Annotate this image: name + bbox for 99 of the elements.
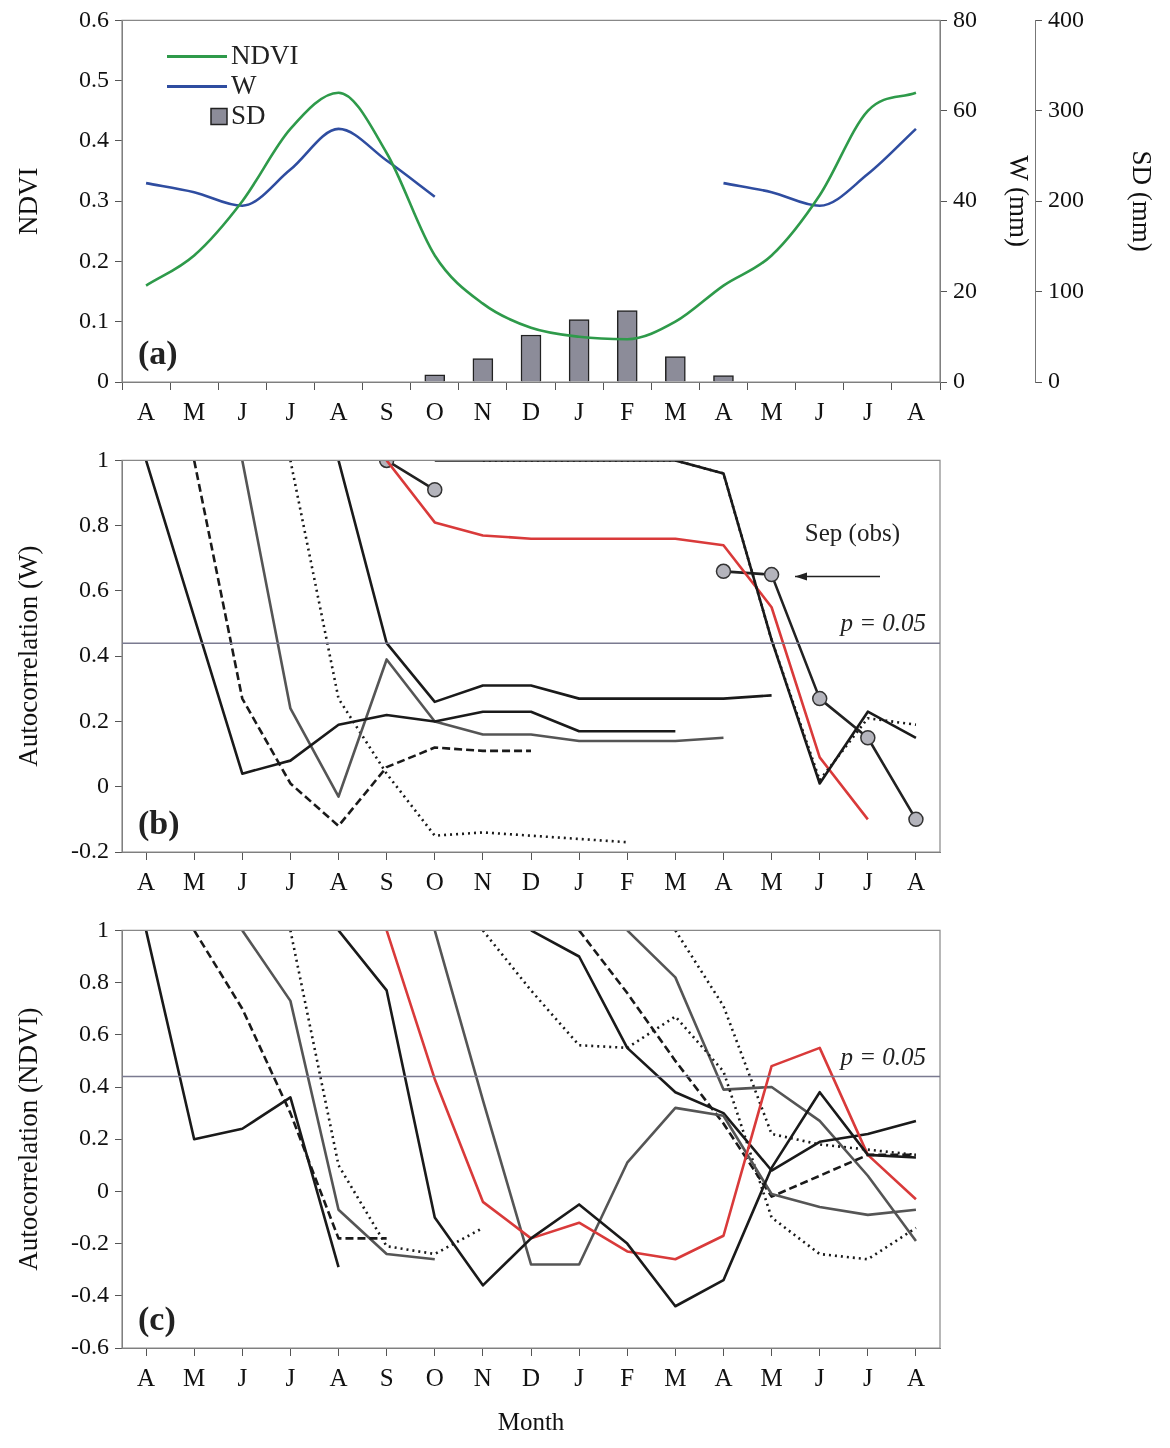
y-tick-label: 0.5 [79,65,109,92]
x-tick-label: A [329,397,348,425]
y-axis-title: Autocorrelation (NDVI) [13,1007,44,1271]
y-tick-label: 0.3 [79,186,109,213]
y-tick-label: -0.4 [71,1281,109,1308]
y2-axis-title: W (mm) [1003,155,1034,248]
y-tick-label: 0.4 [79,126,109,153]
y3-tick-label: 100 [1048,276,1084,303]
y-tick-label: 0.8 [79,967,109,994]
x-tick-label: F [620,867,635,895]
x-axis-title: Month [497,1407,565,1435]
x-tick-label: J [237,1363,248,1391]
x-tick-label: M [760,867,783,895]
x-tick-label: D [521,867,541,895]
x-tick-label: M [183,867,206,895]
x-tick-label: J [862,867,873,895]
y-tick-label: 0.2 [79,246,109,273]
x-tick-label: F [620,397,635,425]
x-tick-label: N [473,1363,492,1391]
x-tick-label: M [664,1363,687,1391]
annotation: p = 0.05 [838,1042,926,1070]
x-tick-label: J [814,397,825,425]
y-tick-label: 1 [97,445,109,472]
x-tick-label: J [237,397,248,425]
x-tick-label: A [714,867,733,895]
y-tick-label: -0.2 [71,1228,109,1255]
x-tick-label: S [379,1363,394,1391]
y-tick-label: 0.6 [79,576,109,603]
y-axis-title: NDVI [13,167,44,235]
x-tick-label: F [620,1363,635,1391]
x-tick-label: M [664,397,687,425]
x-tick-label: S [379,397,394,425]
y-tick-label: 0 [97,772,109,799]
x-tick-label: J [574,867,585,895]
y3-tick-label: 200 [1048,186,1084,213]
x-tick-label: M [664,867,687,895]
y-tick-label: 0 [97,1176,109,1203]
x-tick-label: M [760,1363,783,1391]
x-tick-label: A [906,1363,925,1391]
x-tick-label: M [183,1363,206,1391]
y2-tick-label: 0 [953,367,965,394]
y-tick-label: 0 [97,367,109,394]
y2-tick-label: 80 [953,5,977,32]
x-tick-label: J [862,397,873,425]
x-tick-label: S [379,867,394,895]
x-tick-label: D [521,397,541,425]
x-tick-label: A [137,867,156,895]
x-tick-label: A [329,1363,348,1391]
x-tick-label: A [137,397,156,425]
annotation: (b) [138,803,180,842]
x-tick-label: J [574,1363,585,1391]
y-axis-title: Autocorrelation (W) [13,545,44,767]
y-tick-label: 0.6 [79,5,109,32]
y3-tick-label: 400 [1048,5,1084,32]
y2-tick-label: 20 [953,276,977,303]
x-tick-label: A [137,1363,156,1391]
y-tick-label: 0.4 [79,641,109,668]
x-tick-label: A [714,397,733,425]
x-tick-label: O [425,867,444,895]
y3-axis-title: SD (mm) [1126,150,1157,252]
x-tick-label: J [814,1363,825,1391]
y-tick-label: 0.6 [79,1020,109,1047]
x-tick-label: J [285,397,296,425]
y-tick-label: 0.4 [79,1072,109,1099]
x-tick-label: D [521,1363,541,1391]
x-tick-label: M [760,397,783,425]
y-tick-label: 0.2 [79,706,109,733]
x-tick-label: A [329,867,348,895]
legend-label: W [231,70,257,101]
y3-tick-label: 0 [1048,367,1060,394]
y-tick-label: -0.2 [71,837,109,864]
x-tick-label: J [574,397,585,425]
x-tick-label: J [285,867,296,895]
x-tick-label: J [285,1363,296,1391]
annotation: (c) [138,1299,176,1338]
annotation: (a) [138,333,178,372]
legend-label: NDVI [231,40,299,71]
x-tick-label: A [906,867,925,895]
y2-tick-label: 40 [953,186,977,213]
y-tick-label: 1 [97,915,109,942]
x-tick-label: A [906,397,925,425]
x-tick-label: J [237,867,248,895]
y3-tick-label: 300 [1048,96,1084,123]
y-tick-label: 0.2 [79,1124,109,1151]
y-tick-label: 0.1 [79,307,109,334]
x-tick-label: J [814,867,825,895]
x-tick-label: A [714,1363,733,1391]
y2-tick-label: 60 [953,96,977,123]
x-tick-label: M [183,397,206,425]
annotation: p = 0.05 [838,609,926,637]
x-tick-label: N [473,867,492,895]
x-tick-label: O [425,1363,444,1391]
legend-label: SD [231,100,266,131]
y-tick-label: -0.6 [71,1333,109,1360]
annotation: Sep (obs) [804,518,900,547]
x-tick-label: N [473,397,492,425]
y-tick-label: 0.8 [79,510,109,537]
x-tick-label: O [425,397,444,425]
x-tick-label: J [862,1363,873,1391]
